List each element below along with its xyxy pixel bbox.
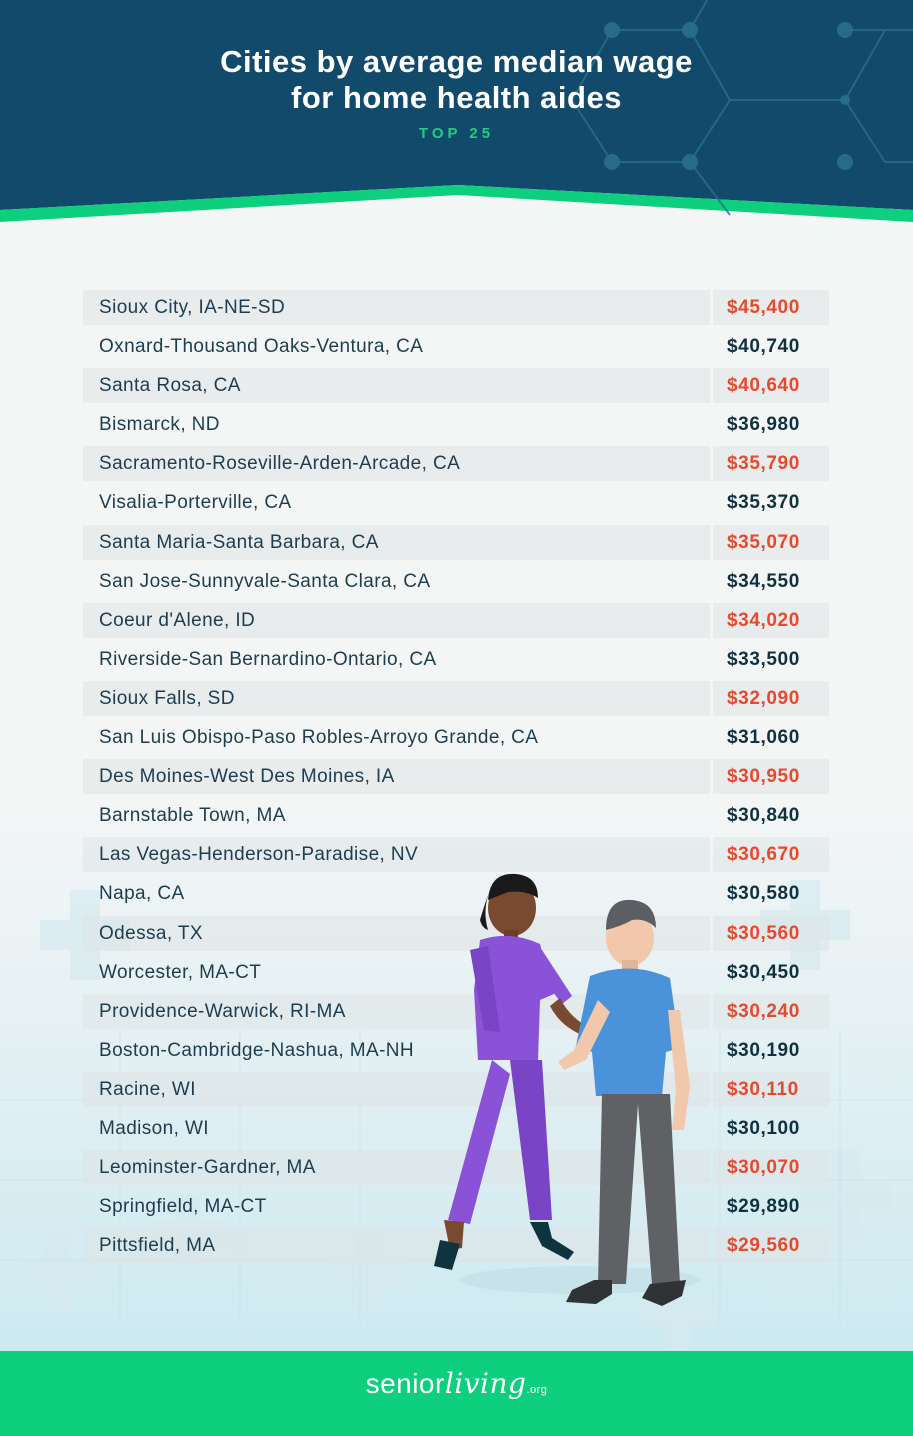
table-row: Santa Rosa, CA $40,640 (83, 368, 829, 404)
city-name-cell: Napa, CA (99, 883, 185, 905)
header-banner: Cities by average median wage for home h… (0, 0, 913, 230)
table-row: Coeur d'Alene, ID $34,020 (83, 602, 829, 638)
city-name-cell: Coeur d'Alene, ID (83, 602, 710, 638)
logo-script-text: living (444, 1367, 527, 1400)
table-row: Napa, CA $30,580 (83, 876, 829, 911)
table-row: Sioux Falls, SD $32,090 (83, 680, 829, 716)
caregiver-illustration (434, 873, 700, 1306)
wage-value-cell: $45,400 (713, 290, 829, 325)
header-background (0, 0, 913, 222)
table-row: Madison, WI $30,100 (83, 1111, 829, 1146)
wage-value-cell: $30,580 (727, 883, 800, 905)
wage-value-cell: $30,560 (713, 915, 829, 951)
city-name-cell: Riverside-San Bernardino-Ontario, CA (99, 648, 437, 670)
wage-value-cell: $29,890 (727, 1196, 800, 1218)
city-name-cell: Sioux Falls, SD (83, 680, 710, 716)
city-name-cell: Worcester, MA-CT (99, 961, 262, 983)
city-name-cell: Santa Rosa, CA (83, 368, 710, 404)
city-name-cell: San Jose-Sunnyvale-Santa Clara, CA (99, 570, 431, 592)
table-row: San Luis Obispo-Paso Robles-Arroyo Grand… (83, 720, 829, 755)
wage-value-cell: $33,500 (727, 648, 800, 670)
chart-subtitle: TOP 25 (418, 125, 495, 142)
wage-value-cell: $40,640 (713, 368, 829, 404)
city-name-cell: San Luis Obispo-Paso Robles-Arroyo Grand… (99, 727, 539, 749)
city-name-cell: Santa Maria-Santa Barbara, CA (83, 524, 710, 560)
city-name-cell: Odessa, TX (83, 915, 710, 951)
city-name-cell: Sacramento-Roseville-Arden-Arcade, CA (83, 446, 710, 482)
seniorliving-logo[interactable]: seniorliving.org (0, 1367, 913, 1400)
nurse-figure (434, 873, 590, 1270)
wage-value-cell: $36,980 (727, 414, 800, 436)
city-name-cell: Las Vegas-Henderson-Paradise, NV (83, 837, 710, 873)
city-name-cell: Springfield, MA-CT (99, 1196, 267, 1218)
city-name-cell: Sioux City, IA-NE-SD (83, 290, 710, 325)
city-name-cell: Barnstable Town, MA (99, 805, 286, 827)
table-row: Riverside-San Bernardino-Ontario, CA $33,… (83, 642, 829, 677)
table-row: San Jose-Sunnyvale-Santa Clara, CA $34,55… (83, 564, 829, 599)
city-name-cell: Bismarck, ND (99, 414, 220, 436)
wage-value-cell: $34,550 (727, 570, 800, 592)
wage-value-cell: $35,790 (713, 446, 829, 482)
table-row: Barnstable Town, MA $30,840 (83, 798, 829, 833)
wage-value-cell: $30,950 (713, 759, 829, 795)
table-row: Visalia-Porterville, CA $35,370 (83, 485, 829, 520)
city-name-cell: Boston-Cambridge-Nashua, MA-NH (99, 1039, 415, 1061)
city-name-cell: Madison, WI (99, 1117, 209, 1139)
wage-table: Sioux City, IA-NE-SD $45,400 Oxnard-Thousa… (83, 290, 829, 1267)
city-name-cell: Visalia-Porterville, CA (99, 492, 292, 514)
table-row: Santa Maria-Santa Barbara, CA $35,070 (83, 524, 829, 560)
city-name-cell: Oxnard-Thousand Oaks-Ventura, CA (99, 336, 424, 358)
table-row: Sioux City, IA-NE-SD $45,400 (83, 290, 829, 325)
wage-value-cell: $30,840 (727, 805, 800, 827)
table-row: Des Moines-West Des Moines, IA $30,950 (83, 759, 829, 795)
wage-value-cell: $30,670 (713, 837, 829, 873)
table-row: Odessa, TX $30,560 (83, 915, 829, 951)
wage-value-cell: $30,070 (713, 1150, 829, 1186)
table-row: Sacramento-Roseville-Arden-Arcade, CA $35… (83, 446, 829, 482)
wage-value-cell: $30,190 (727, 1039, 800, 1061)
logo-main-text: senior (365, 1368, 445, 1399)
city-name-cell: Des Moines-West Des Moines, IA (83, 759, 710, 795)
wage-value-cell: $30,100 (727, 1117, 800, 1139)
logo-tld-text: .org (526, 1384, 548, 1396)
table-row: Springfield, MA-CT $29,890 (83, 1189, 829, 1224)
table-row: Bismarck, ND $36,980 (83, 407, 829, 442)
wage-value-cell: $31,060 (727, 727, 800, 749)
wage-value-cell: $32,090 (713, 680, 829, 716)
wage-value-cell: $40,740 (727, 336, 800, 358)
patient-figure (558, 899, 690, 1306)
table-row: Boston-Cambridge-Nashua, MA-NH $30,190 (83, 1033, 829, 1068)
wage-value-cell: $34,020 (713, 602, 829, 638)
table-row: Worcester, MA-CT $30,450 (83, 955, 829, 990)
footer-bar: seniorliving.org (0, 1351, 913, 1436)
wage-value-cell: $30,110 (713, 1071, 829, 1107)
chart-title: Cities by average median wage for home h… (220, 44, 693, 115)
wage-value-cell: $30,240 (713, 993, 829, 1029)
table-row: Oxnard-Thousand Oaks-Ventura, CA $40,740 (83, 329, 829, 364)
wage-value-cell: $35,370 (727, 492, 800, 514)
wage-value-cell: $29,560 (713, 1228, 829, 1264)
table-row: Las Vegas-Henderson-Paradise, NV $30,670 (83, 837, 829, 873)
wage-value-cell: $30,450 (727, 961, 800, 983)
wage-value-cell: $35,070 (713, 524, 829, 560)
